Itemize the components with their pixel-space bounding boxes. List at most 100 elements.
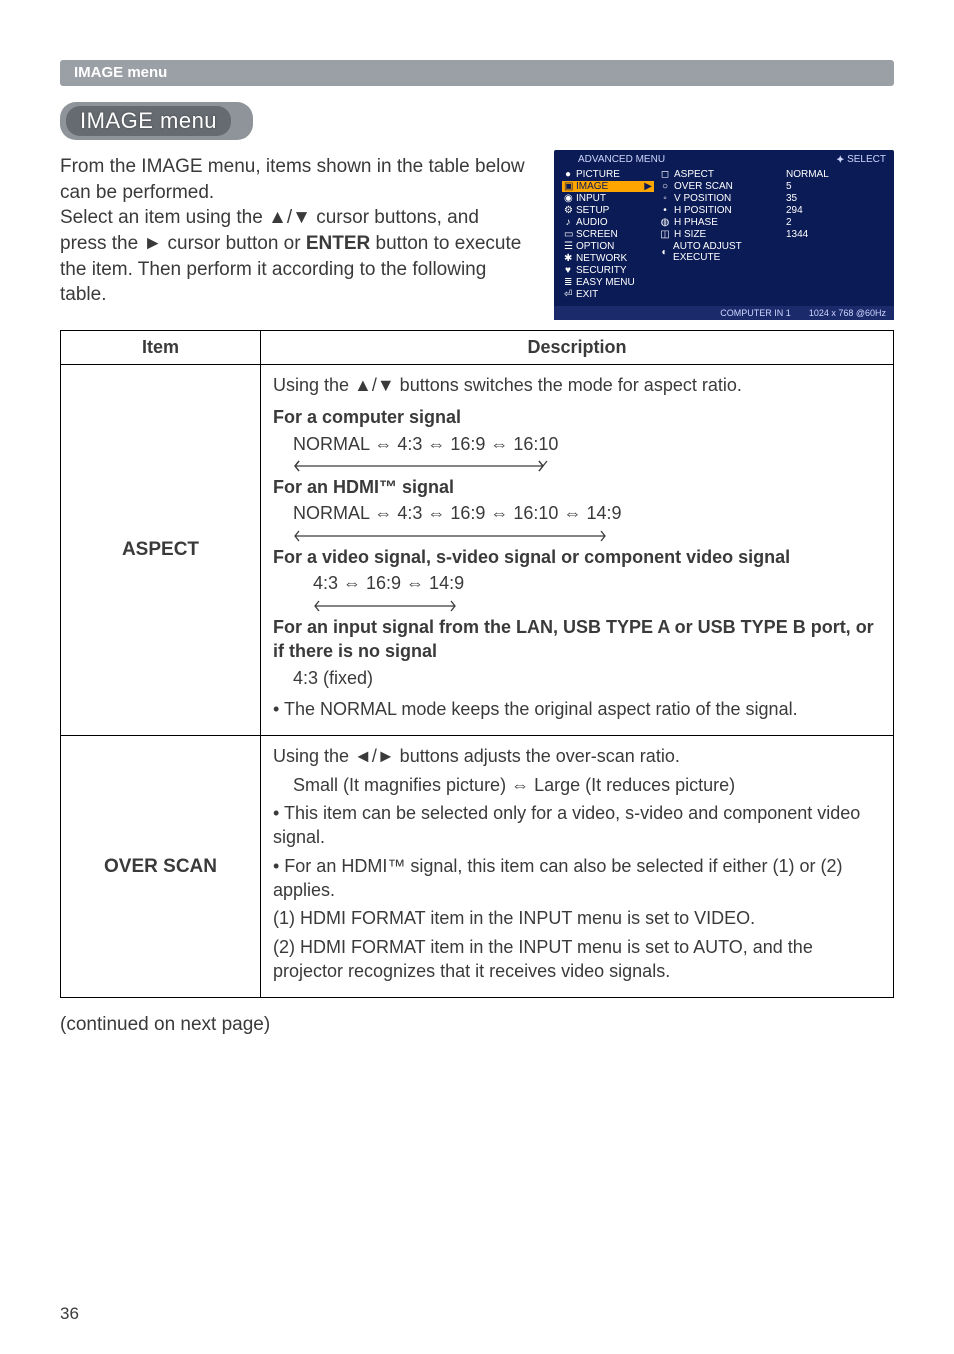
osd-header-left: ADVANCED MENU xyxy=(578,154,665,165)
osd-mid-label: OVER SCAN xyxy=(674,181,733,192)
osd-mid-icon: ○ xyxy=(660,181,670,192)
osd-mid-item: ◦ V POSITION xyxy=(660,193,780,204)
osd-mid-label: H POSITION xyxy=(674,205,732,216)
osd-item-label: OPTION xyxy=(576,241,614,252)
osd-mid-item: • H POSITION xyxy=(660,205,780,216)
intro-enter-label: ENTER xyxy=(306,233,370,254)
osd-left-item: ✱ NETWORK xyxy=(562,253,654,264)
continued-note: (continued on next page) xyxy=(60,1014,894,1036)
osd-item-label: SETUP xyxy=(576,205,609,216)
overscan-l2: Small (It magnifies picture) ⇔ Large (It… xyxy=(293,773,881,797)
section-title-inner: IMAGE menu xyxy=(66,106,231,136)
cycle-arrow-icon xyxy=(313,595,881,609)
table-row: ASPECT Using the ▲/▼ buttons switches th… xyxy=(61,365,894,736)
aspect-top: Using the ▲/▼ buttons switches the mode … xyxy=(273,373,881,397)
osd-right-value: 1344 xyxy=(786,229,886,240)
osd-item-label: SECURITY xyxy=(576,265,627,276)
osd-mid-icon: ◫ xyxy=(660,229,670,240)
osd-left-item: ▣ IMAGE ▶ xyxy=(562,181,654,192)
osd-left-item: ⚙ SETUP xyxy=(562,205,654,216)
osd-mid-label: H SIZE xyxy=(674,229,706,240)
osd-left-item: ☰ OPTION xyxy=(562,241,654,252)
osd-left-col: ● PICTURE ▣ IMAGE ▶ ◉ INPUT ⚙ SETUP ♪ AUDIO ▭ SCREEN… xyxy=(562,169,654,300)
osd-menu: ADVANCED MENU ⯌ SELECT ● PICTURE ▣ IMAGE ▶ ◉ I… xyxy=(554,150,894,320)
intro-row: From the IMAGE menu, items shown in the … xyxy=(60,154,894,320)
osd-body: ● PICTURE ▣ IMAGE ▶ ◉ INPUT ⚙ SETUP ♪ AUDIO ▭ SCREEN… xyxy=(554,167,894,306)
osd-right-value: 294 xyxy=(786,205,886,216)
overscan-l1: Using the ◄/► buttons adjusts the over-s… xyxy=(273,744,881,768)
osd-left-item: ♥ SECURITY xyxy=(562,265,654,276)
osd-mid-item: ◫ H SIZE xyxy=(660,229,780,240)
osd-item-label: INPUT xyxy=(576,193,606,204)
osd-item-label: EXIT xyxy=(576,289,598,300)
aspect-c3: 4:3 ⇔ 16:9 ⇔ 14:9 xyxy=(313,573,881,595)
aspect-h4: For an input signal from the LAN, USB TY… xyxy=(273,615,881,664)
osd-item-icon: ▣ xyxy=(564,181,572,192)
osd-item-icon: ▭ xyxy=(564,229,572,240)
osd-right-value: NORMAL xyxy=(786,169,886,180)
aspect-c2: NORMAL ⇔ 4:3 ⇔ 16:9 ⇔ 16:10 ⇔ 14:9 xyxy=(293,503,881,525)
osd-item-label: PICTURE xyxy=(576,169,620,180)
osd-left-item: ▭ SCREEN xyxy=(562,229,654,240)
osd-mid-item: ◐ AUTO ADJUST EXECUTE xyxy=(660,241,780,263)
osd-item-icon: ♪ xyxy=(564,217,572,228)
row-desc-aspect: Using the ▲/▼ buttons switches the mode … xyxy=(261,365,894,736)
osd-item-label: IMAGE xyxy=(576,181,608,192)
section-title-pill: IMAGE menu xyxy=(60,102,253,140)
osd-item-icon: ⏎ xyxy=(564,289,572,300)
osd-item-icon: ● xyxy=(564,169,572,180)
osd-item-label: SCREEN xyxy=(576,229,618,240)
osd-left-item: ◉ INPUT xyxy=(562,193,654,204)
osd-header-right: ⯌ SELECT xyxy=(837,154,886,165)
osd-mid-item: ○ OVER SCAN xyxy=(660,181,780,192)
osd-item-label: NETWORK xyxy=(576,253,627,264)
section-title-text: IMAGE menu xyxy=(80,108,217,133)
cycle-arrow-icon xyxy=(293,525,881,539)
spec-table: Item Description ASPECT Using the ▲/▼ bu… xyxy=(60,330,894,998)
table-row: OVER SCAN Using the ◄/► buttons adjusts … xyxy=(61,736,894,998)
osd-item-icon: ☰ xyxy=(564,241,572,252)
osd-footer: COMPUTER IN 1 1024 x 768 @60Hz xyxy=(554,306,894,320)
osd-right-value: 2 xyxy=(786,217,886,228)
intro-line-1: From the IMAGE menu, items shown in the … xyxy=(60,156,525,203)
breadcrumb: IMAGE menu xyxy=(60,60,894,86)
th-item: Item xyxy=(61,331,261,365)
osd-mid-icon: • xyxy=(660,205,670,216)
osd-footer-left: COMPUTER IN 1 xyxy=(720,308,791,318)
osd-item-icon: ♥ xyxy=(564,265,572,276)
row-item-overscan: OVER SCAN xyxy=(61,736,261,998)
osd-header: ADVANCED MENU ⯌ SELECT xyxy=(554,150,894,167)
overscan-l3: • This item can be selected only for a v… xyxy=(273,801,881,850)
row-desc-overscan: Using the ◄/► buttons adjusts the over-s… xyxy=(261,736,894,998)
overscan-l6: (2) HDMI FORMAT item in the INPUT menu i… xyxy=(273,935,881,984)
osd-mid-icon: ◐ xyxy=(660,247,669,258)
aspect-h1: For a computer signal xyxy=(273,405,881,429)
aspect-note: • The NORMAL mode keeps the original asp… xyxy=(273,697,881,721)
osd-item-icon: ✱ xyxy=(564,253,572,264)
osd-left-item: ⏎ EXIT xyxy=(562,289,654,300)
aspect-c1: NORMAL ⇔ 4:3 ⇔ 16:9 ⇔ 16:10 xyxy=(293,434,881,456)
osd-mid-item: ◍H PHASE xyxy=(660,217,780,228)
osd-mid-label: H PHASE xyxy=(674,217,718,228)
osd-mid-label: AUTO ADJUST EXECUTE xyxy=(673,241,780,263)
osd-left-item: ♪ AUDIO xyxy=(562,217,654,228)
osd-footer-right: 1024 x 768 @60Hz xyxy=(809,308,886,318)
osd-item-label: AUDIO xyxy=(576,217,608,228)
intro-text: From the IMAGE menu, items shown in the … xyxy=(60,154,528,308)
overscan-l4: • For an HDMI™ signal, this item can als… xyxy=(273,854,881,903)
osd-item-icon: ≣ xyxy=(564,277,572,288)
chevron-right-icon: ▶ xyxy=(644,181,652,192)
aspect-c4: 4:3 (fixed) xyxy=(293,668,881,690)
osd-left-item: ● PICTURE xyxy=(562,169,654,180)
osd-mid-item: ◻ASPECT xyxy=(660,169,780,180)
osd-mid-col: ◻ASPECT○ OVER SCAN ◦ V POSITION • H POSITION◍… xyxy=(660,169,780,300)
page-number: 36 xyxy=(60,1304,79,1324)
breadcrumb-label: IMAGE menu xyxy=(74,64,167,81)
row-item-aspect: ASPECT xyxy=(61,365,261,736)
osd-item-icon: ◉ xyxy=(564,193,572,204)
osd-mid-label: ASPECT xyxy=(674,169,714,180)
osd-item-icon: ⚙ xyxy=(564,205,572,216)
osd-mid-label: V POSITION xyxy=(674,193,731,204)
osd-mid-icon: ◦ xyxy=(660,193,670,204)
osd-right-value: 5 xyxy=(786,181,886,192)
